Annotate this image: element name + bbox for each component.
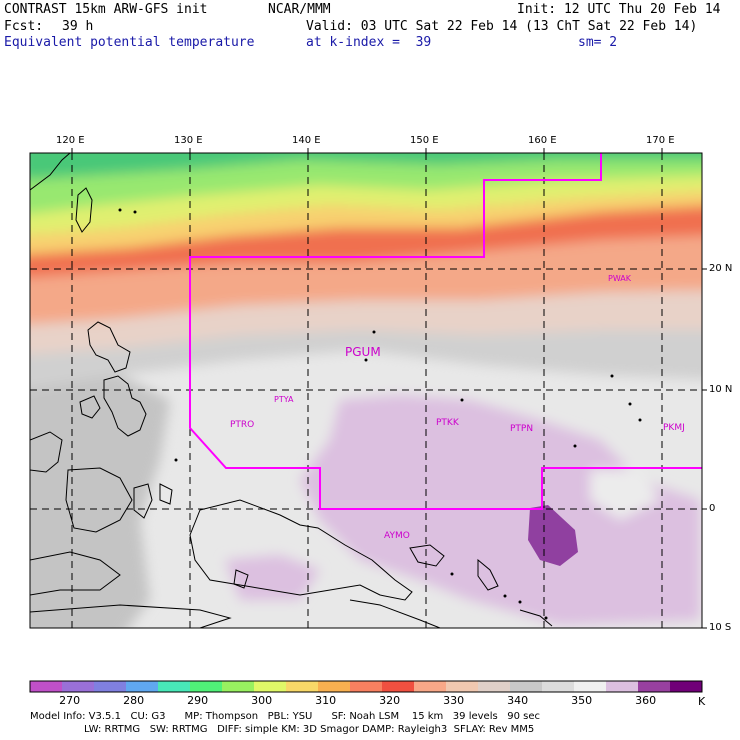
colorbar-swatch (62, 681, 95, 692)
colorbar-swatch (286, 681, 319, 692)
max-theta-e-core (528, 505, 578, 566)
lon-label-150e: 150 E (410, 135, 439, 146)
colorbar-swatch (254, 681, 287, 692)
lon-label-120e: 120 E (56, 135, 85, 146)
colorbar-swatch (158, 681, 191, 692)
colorbar-swatch (350, 681, 383, 692)
colorbar-swatch (30, 681, 63, 692)
colorbar-swatch (318, 681, 351, 692)
colorbar-swatch (190, 681, 223, 692)
station-pkmj: PKMJ (663, 423, 685, 433)
lat-label-10n: 10 N (709, 384, 733, 395)
level-index: at k-index = 39 (306, 35, 432, 50)
model-title: CONTRAST 15km ARW-GFS init (4, 2, 208, 17)
colorbar-tick-label: 280 (123, 694, 144, 707)
colorbar-tick-label: 330 (443, 694, 464, 707)
colorbar-swatch (446, 681, 479, 692)
station-ptpn: PTPN (510, 424, 533, 434)
forecast-label: Fcst: (4, 19, 44, 34)
station-ptro: PTRO (230, 420, 254, 430)
colorbar-swatch (542, 681, 575, 692)
colorbar-tick-label: 290 (187, 694, 208, 707)
colorbar-swatch (126, 681, 159, 692)
colorbar-unit: K (698, 695, 706, 708)
lon-label-130e: 130 E (174, 135, 203, 146)
org-label: NCAR/MMM (268, 2, 331, 17)
colorbar-swatch (222, 681, 255, 692)
smoothing-value: sm= 2 (578, 35, 618, 50)
lat-label-10s: 10 S (709, 622, 732, 633)
forecast-hour: 39 h (62, 19, 94, 34)
colorbar-tick-label: 350 (571, 694, 592, 707)
colorbar-tick-label: 310 (315, 694, 336, 707)
colorbar-swatch (382, 681, 415, 692)
colorbar-swatch (94, 681, 127, 692)
colorbar-tick-label: 360 (635, 694, 656, 707)
station-aymo: AYMO (384, 531, 410, 541)
station-ptya: PTYA (274, 395, 294, 404)
colorbar-swatch (478, 681, 511, 692)
station-labels: PGUM PTYA PTRO PTKK PTPN PKMJ PWAK AYMO (230, 274, 685, 541)
valid-time: Valid: 03 UTC Sat 22 Feb 14 (13 ChT Sat … (306, 19, 698, 34)
init-time: Init: 12 UTC Thu 20 Feb 14 (517, 2, 721, 17)
station-pwak: PWAK (608, 274, 632, 283)
colorbar: 270 280 290 300 310 320 330 340 350 360 K (29, 680, 706, 708)
colorbar-tick-label: 270 (59, 694, 80, 707)
colorbar-swatch (670, 681, 703, 692)
colorbar-frame (29, 680, 703, 693)
lat-label-equator: 0 (709, 503, 716, 514)
colorbar-swatch (638, 681, 671, 692)
axis-ticks (71, 148, 707, 629)
lon-label-140e: 140 E (292, 135, 321, 146)
model-info-line1: Model Info: V3.5.1 CU: G3 MP: Thompson P… (30, 711, 540, 722)
colorbar-tick-label: 340 (507, 694, 528, 707)
colorbar-swatch (414, 681, 447, 692)
small-islands (118, 208, 642, 620)
colorbar-tick-label: 320 (379, 694, 400, 707)
station-pgum: PGUM (345, 345, 381, 359)
colorbar-swatch (574, 681, 607, 692)
coastlines (30, 153, 553, 628)
colorbar-swatch (510, 681, 543, 692)
colorbar-tick-label: 300 (251, 694, 272, 707)
nested-domain-boundary (189, 153, 702, 510)
variable-name: Equivalent potential temperature (4, 35, 255, 50)
model-info-line2: LW: RRTMG SW: RRTMG DIFF: simple KM: 3D … (84, 724, 535, 735)
theta-e-field (30, 153, 702, 628)
lon-label-160e: 160 E (528, 135, 557, 146)
colorbar-swatch (606, 681, 639, 692)
station-ptkk: PTKK (436, 418, 460, 428)
lon-label-170e: 170 E (646, 135, 675, 146)
lat-label-20n: 20 N (709, 263, 733, 274)
